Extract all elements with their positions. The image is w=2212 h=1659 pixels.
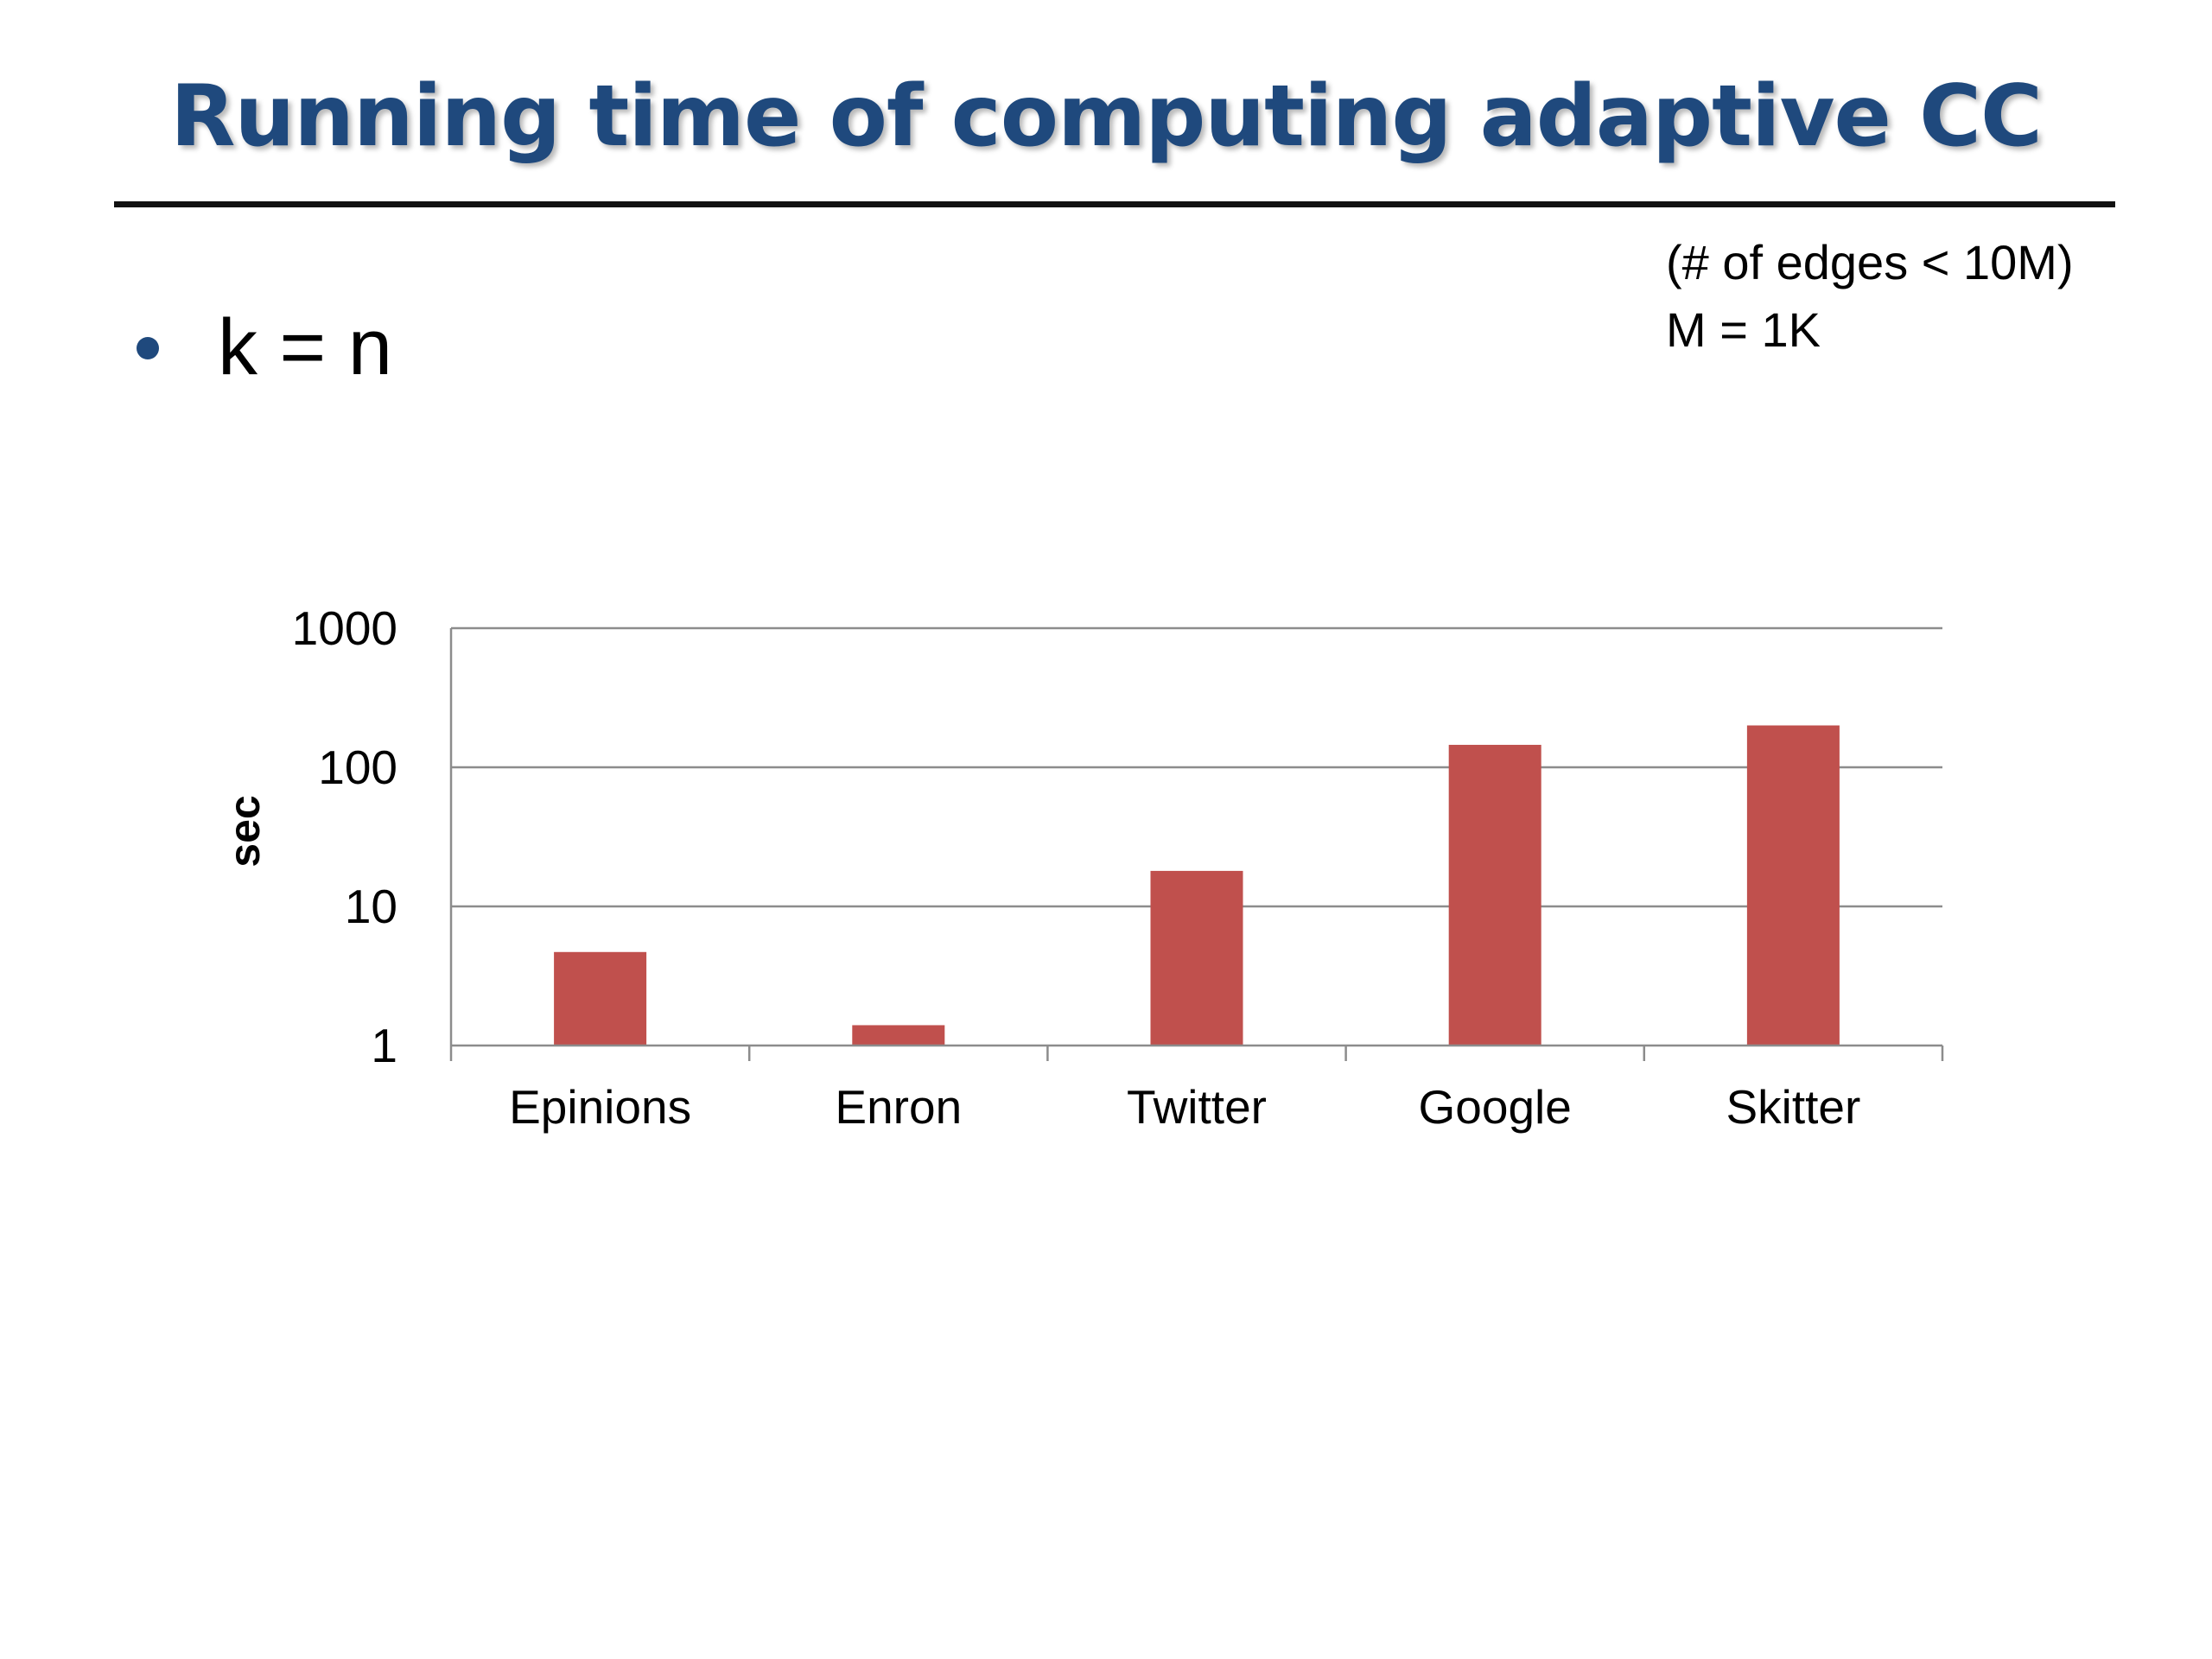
- note-line-scale: M = 1K: [1666, 302, 1821, 357]
- bullet-text: k = n: [218, 303, 393, 391]
- y-axis-label: sec: [220, 795, 269, 867]
- bar-epinions: [554, 951, 647, 1046]
- note-line-edges: (# of edges < 10M): [1666, 235, 2074, 289]
- y-tick-label: 1000: [292, 601, 397, 655]
- x-tick-label: Twitter: [1127, 1080, 1267, 1134]
- x-tick-label: Google: [1419, 1080, 1572, 1134]
- x-tick-label: Epinions: [509, 1080, 691, 1134]
- y-tick-label: 1: [371, 1019, 397, 1072]
- bar-skitter: [1746, 725, 1840, 1046]
- bars: [554, 725, 1840, 1046]
- bar-twitter: [1150, 870, 1243, 1046]
- edges-note: (# of edges < 10M) M = 1K: [1666, 229, 2074, 364]
- bar-google: [1448, 745, 1541, 1046]
- x-tick-label: Enron: [835, 1080, 962, 1134]
- y-tick-label: 10: [345, 880, 397, 933]
- slide-title: Running time of computing adaptive CC: [170, 67, 2043, 166]
- bar-enron: [852, 1025, 945, 1046]
- y-tick-label: 100: [318, 741, 397, 794]
- axes: [449, 628, 1944, 1061]
- grid-lines: [451, 626, 1942, 908]
- title-divider: [114, 201, 2115, 207]
- x-tick-label: Skitter: [1726, 1080, 1860, 1134]
- tick-labels: 1 10 100 1000 Epinions Enron Twitter Google Skit…: [292, 601, 1861, 1134]
- bullet-icon: [137, 337, 159, 359]
